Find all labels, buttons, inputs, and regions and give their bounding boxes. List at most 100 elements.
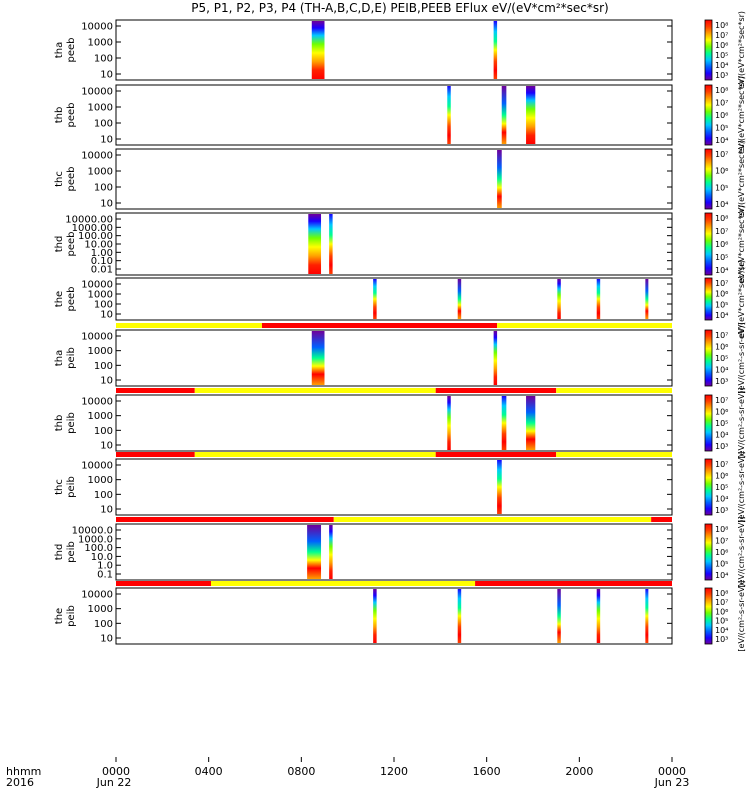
y-tick-label: 0.1	[97, 570, 113, 581]
flag-segment	[116, 388, 195, 393]
x-tick-label: 0000	[102, 765, 130, 778]
spectrum-burst	[329, 214, 333, 274]
colorbar-tick-label: 10⁸	[715, 21, 728, 30]
y-tick-label: 0.10	[91, 256, 113, 267]
colorbar-tick-label: 10⁷	[715, 99, 728, 108]
panel-probe-label: the	[54, 608, 65, 624]
x-tick-label: 2000	[565, 765, 593, 778]
y-tick-label: 10000	[81, 397, 113, 408]
colorbar-tick-label: 10⁴	[715, 61, 728, 70]
spectrum-burst	[526, 86, 536, 144]
spectrum-burst	[373, 279, 377, 319]
y-tick-label: 10000	[81, 461, 113, 472]
colorbar-tick-label: 10⁴	[715, 311, 728, 320]
panel-tha-peib: 10000 1000 100 10 tha peib 10⁷ 10⁶ 10⁵ 10⁴ 10³ [eV/…	[54, 322, 746, 393]
y-tick-label: 10.0	[91, 552, 113, 563]
flag-segment	[497, 323, 672, 328]
y-tick-label: 10000.0	[72, 526, 113, 537]
panel-probe-label: tha	[54, 350, 65, 366]
x-tick-label: 0000	[658, 765, 686, 778]
flag-segment	[556, 388, 672, 393]
colorbar	[704, 458, 713, 516]
colorbar	[704, 277, 713, 321]
colorbar-tick-label: 10⁶	[715, 472, 728, 481]
colorbar-tick-label: 10⁶	[715, 167, 728, 176]
y-tick-label: 10000	[81, 87, 113, 98]
y-tick-label: 10000	[81, 590, 113, 601]
y-tick-label: 10	[100, 70, 113, 81]
panel-product-label: peeb	[66, 103, 77, 128]
y-tick-label: 0.01	[91, 265, 113, 276]
colorbar-tick-label: 10⁵	[715, 617, 728, 626]
colorbar-tick-label: 10³	[715, 635, 728, 644]
colorbar	[704, 84, 713, 146]
panel-probe-label: thb	[54, 107, 65, 124]
y-tick-label: 1000	[88, 346, 113, 357]
flag-segment	[116, 452, 195, 457]
flag-segment	[194, 452, 436, 457]
colorbar-unit-label: [eV/(cm²-s-sr-eV)]	[737, 387, 746, 458]
colorbar-tick-label: 10⁷	[715, 460, 728, 469]
flag-segment	[116, 517, 334, 522]
colorbar-tick-label: 10⁷	[715, 331, 728, 340]
y-tick-label: 10	[100, 505, 113, 516]
flag-segment	[475, 581, 672, 586]
panel-thc-peeb: 10000 1000 100 10 thc peeb 10⁷ 10⁶ 10⁵ 10⁴ eV/(eV*…	[54, 140, 746, 218]
spectrum-burst	[557, 589, 561, 643]
chart-title: P5, P1, P2, P3, P4 (TH-A,B,C,D,E) PEIB,P…	[191, 1, 608, 15]
y-tick-label: 10000.00	[65, 215, 113, 226]
panel-probe-label: thb	[54, 415, 65, 432]
y-tick-label: 10000	[81, 280, 113, 291]
flag-segment	[210, 581, 476, 586]
colorbar-tick-label: 10⁷	[715, 537, 728, 546]
panel-frame	[115, 329, 673, 387]
spectrum-burst	[311, 21, 325, 79]
flag-segment	[556, 452, 672, 457]
colorbar-unit-label: [eV/(cm²-s-sr-eV)]	[737, 322, 746, 393]
panel-product-label: peeb	[66, 232, 77, 257]
y-tick-label: 10	[100, 376, 113, 387]
y-tick-label: 1000	[88, 167, 113, 178]
panel-probe-label: thc	[54, 171, 65, 187]
flag-segment	[333, 517, 652, 522]
y-tick-label: 100	[94, 119, 113, 130]
colorbar-tick-label: 10⁶	[715, 607, 728, 616]
colorbar-tick-label: 10⁶	[715, 111, 728, 120]
colorbar-tick-label: 10⁸	[715, 525, 728, 534]
flag-segment	[261, 323, 498, 328]
colorbar-tick-label: 10⁴	[715, 136, 728, 145]
y-tick-label: 1000	[88, 411, 113, 422]
colorbar-tick-label: 10⁴	[715, 366, 728, 375]
y-tick-label: 10.00	[84, 240, 113, 251]
spectrum-burst	[447, 86, 451, 144]
colorbar-tick-label: 10⁴	[715, 266, 728, 275]
colorbar-tick-label: 10⁵	[715, 419, 728, 428]
y-tick-label: 10000	[81, 151, 113, 162]
panel-product-label: peeb	[66, 167, 77, 192]
y-tick-label: 100	[94, 183, 113, 194]
colorbar-tick-label: 10⁷	[715, 150, 728, 159]
panel-frame	[115, 148, 673, 210]
spectrum-burst	[373, 589, 377, 643]
colorbar-unit-label: eV/(eV*cm²*sec*sr)	[737, 205, 746, 283]
colorbar-tick-label: 10⁴	[715, 200, 728, 209]
colorbar-tick-label: 10⁷	[715, 396, 728, 405]
colorbar-tick-label: 10⁵	[715, 560, 728, 569]
colorbar-tick-label: 10⁸	[715, 214, 728, 223]
colorbar-tick-label: 10⁵	[715, 483, 728, 492]
panel-frame	[115, 394, 673, 452]
colorbar-unit-label: [eV/(cm²-s-sr-eV)]	[737, 580, 746, 651]
colorbar	[704, 329, 713, 387]
colorbar	[704, 394, 713, 452]
colorbar-unit-label: [eV/(cm²-s-sr-eV)]	[737, 451, 746, 522]
colorbar-tick-label: 10⁴	[715, 626, 728, 635]
colorbar-tick-label: 10⁴	[715, 495, 728, 504]
colorbar-tick-label: 10⁵	[715, 183, 728, 192]
